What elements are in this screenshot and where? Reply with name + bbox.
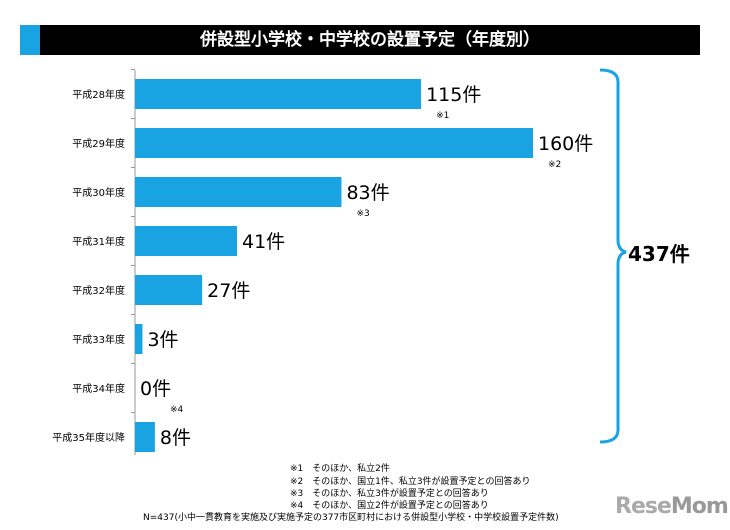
logo: ReseMom.	[615, 494, 730, 519]
bar	[135, 226, 237, 256]
category-label: 平成31年度	[72, 235, 125, 248]
category-label: 平成33年度	[72, 333, 125, 346]
note-mark: ※2	[548, 160, 561, 170]
bar	[135, 128, 533, 158]
category-label: 平成34年度	[72, 382, 125, 395]
footnote: ※3 そのほか、私立3件が設置予定との回答あり	[290, 489, 489, 499]
bar	[135, 275, 203, 305]
data-label: 83件	[346, 182, 389, 204]
category-label: 平成29年度	[72, 137, 125, 150]
data-label: 160件	[538, 133, 593, 155]
footnote: ※4 そのほか、国立2件が設置予定との回答あり	[290, 501, 489, 511]
bar	[135, 422, 155, 452]
source-note: N=437(小中一貫教育を実施及び実施予定の377市区町村における併設型小学校・…	[143, 513, 559, 523]
bar	[135, 79, 422, 109]
chart-title: 併設型小学校・中学校の設置予定（年度別）	[200, 30, 540, 50]
total-label: 437件	[628, 242, 690, 266]
category-label: 平成32年度	[72, 284, 125, 297]
footnote: ※1 そのほか、私立2件	[290, 464, 390, 474]
data-label: 27件	[207, 280, 250, 302]
data-label: 8件	[160, 427, 191, 449]
category-label: 平成35年度以降	[52, 431, 125, 444]
title-accent	[20, 25, 40, 55]
total-bracket	[599, 68, 627, 444]
data-label: 41件	[242, 231, 285, 253]
title-bar: 併設型小学校・中学校の設置予定（年度別）	[20, 25, 700, 55]
note-mark: ※4	[170, 405, 184, 415]
note-mark: ※1	[436, 111, 449, 121]
data-label: 3件	[147, 329, 178, 351]
note-mark: ※3	[356, 209, 369, 219]
category-label: 平成28年度	[72, 88, 125, 101]
data-label: 0件	[140, 378, 171, 400]
footnote: ※2 そのほか、国立1件、私立3件が設置予定との回答あり	[290, 477, 531, 487]
bar	[135, 177, 342, 207]
category-label: 平成30年度	[72, 186, 125, 199]
bar	[135, 324, 143, 354]
data-label: 115件	[426, 84, 481, 106]
